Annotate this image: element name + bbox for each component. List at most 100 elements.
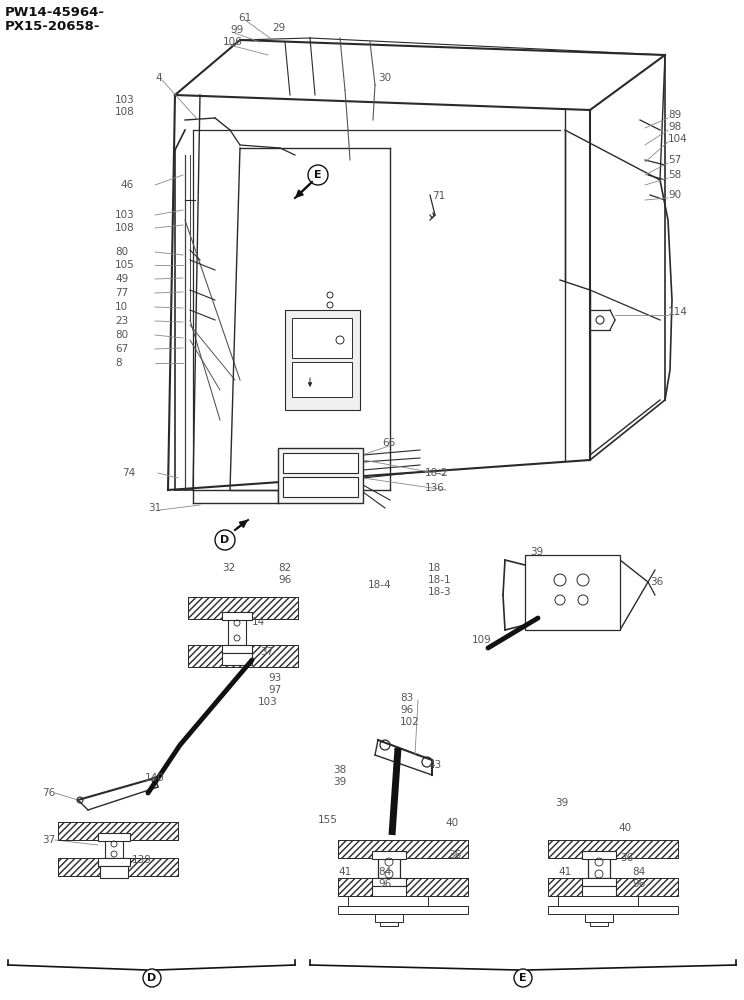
Text: 66: 66	[382, 438, 395, 448]
Text: 103: 103	[115, 95, 135, 105]
Bar	[283, 453, 358, 473]
Text: 99: 99	[230, 25, 243, 35]
Text: 61: 61	[238, 13, 251, 23]
Text: 14: 14	[252, 617, 266, 627]
Text: 114: 114	[668, 307, 688, 317]
Text: PW14-45964-: PW14-45964-	[5, 6, 105, 19]
Text: 96: 96	[400, 705, 413, 715]
Text: D: D	[220, 535, 230, 545]
Text: E: E	[314, 170, 322, 180]
Bar	[58, 822, 178, 840]
Text: 103: 103	[258, 697, 278, 707]
Text: 84: 84	[632, 867, 645, 877]
Text: 4: 4	[155, 73, 161, 83]
Text: 40: 40	[618, 823, 631, 833]
Bar	[590, 914, 608, 926]
Bar	[548, 840, 678, 858]
Text: 84: 84	[378, 867, 391, 877]
Bar	[222, 653, 252, 665]
Bar	[188, 645, 298, 667]
Bar	[372, 851, 406, 859]
Bar	[222, 645, 252, 653]
Bar	[338, 906, 468, 914]
Text: 31: 31	[148, 503, 161, 513]
Text: 96: 96	[632, 879, 645, 889]
Text: 18-4: 18-4	[368, 580, 391, 590]
Text: E: E	[519, 973, 527, 983]
Text: D: D	[147, 973, 157, 983]
Bar	[585, 914, 613, 922]
Text: 67: 67	[115, 344, 128, 354]
Bar	[283, 477, 358, 497]
Text: 39: 39	[530, 547, 543, 557]
Text: 43: 43	[428, 760, 441, 770]
Text: 140: 140	[145, 773, 164, 783]
Text: 41: 41	[338, 867, 351, 877]
Text: 58: 58	[668, 170, 682, 180]
Bar	[558, 896, 638, 906]
Bar	[548, 878, 678, 896]
Text: 30: 30	[378, 73, 391, 83]
Text: 83: 83	[400, 693, 413, 703]
Text: 23: 23	[115, 316, 128, 326]
Text: 80: 80	[115, 330, 128, 340]
Text: 36: 36	[650, 577, 663, 587]
Text: 103: 103	[115, 210, 135, 220]
Text: 76: 76	[42, 788, 55, 798]
Bar	[98, 858, 130, 866]
Bar	[58, 858, 178, 876]
Bar	[375, 914, 403, 922]
Text: 106: 106	[223, 37, 243, 47]
Text: 18-1: 18-1	[428, 575, 452, 585]
Text: 82: 82	[278, 563, 291, 573]
Text: 8: 8	[115, 358, 121, 368]
Text: 77: 77	[115, 288, 128, 298]
Bar	[222, 612, 252, 620]
Bar	[292, 362, 352, 397]
Bar	[588, 858, 610, 878]
Text: 96: 96	[278, 575, 291, 585]
Bar	[58, 858, 178, 876]
Text: 32: 32	[222, 563, 235, 573]
Bar	[582, 886, 616, 900]
Bar	[582, 851, 616, 859]
Bar	[378, 858, 400, 878]
Bar	[188, 597, 298, 619]
Text: 105: 105	[115, 260, 135, 270]
Text: 93: 93	[268, 673, 281, 683]
Text: 108: 108	[115, 107, 135, 117]
Bar	[228, 619, 246, 645]
Bar	[188, 597, 298, 619]
Text: 36: 36	[448, 850, 461, 860]
Bar	[548, 906, 678, 914]
Text: 37: 37	[260, 647, 273, 657]
Bar	[582, 878, 616, 886]
Text: PX15-20658-: PX15-20658-	[5, 20, 100, 33]
Bar	[338, 878, 468, 896]
Bar	[292, 318, 352, 358]
Text: 102: 102	[400, 717, 420, 727]
Bar	[338, 878, 468, 896]
Text: 10: 10	[115, 302, 128, 312]
Bar	[338, 840, 468, 858]
Text: 49: 49	[115, 274, 128, 284]
Text: 71: 71	[432, 191, 445, 201]
Text: 136: 136	[425, 483, 445, 493]
Text: 74: 74	[122, 468, 135, 478]
Bar	[338, 840, 468, 858]
Text: 96: 96	[378, 879, 391, 889]
Bar	[58, 822, 178, 840]
Text: 39: 39	[333, 777, 346, 787]
Text: 46: 46	[120, 180, 133, 190]
Bar	[372, 878, 406, 886]
Text: 41: 41	[558, 867, 571, 877]
Text: 57: 57	[668, 155, 682, 165]
Text: 80: 80	[115, 247, 128, 257]
Bar	[100, 866, 128, 878]
Bar	[380, 914, 398, 926]
Text: 36: 36	[620, 853, 633, 863]
Text: 98: 98	[668, 122, 682, 132]
Text: 40: 40	[445, 818, 458, 828]
Text: 39: 39	[555, 798, 568, 808]
Bar	[188, 645, 298, 667]
